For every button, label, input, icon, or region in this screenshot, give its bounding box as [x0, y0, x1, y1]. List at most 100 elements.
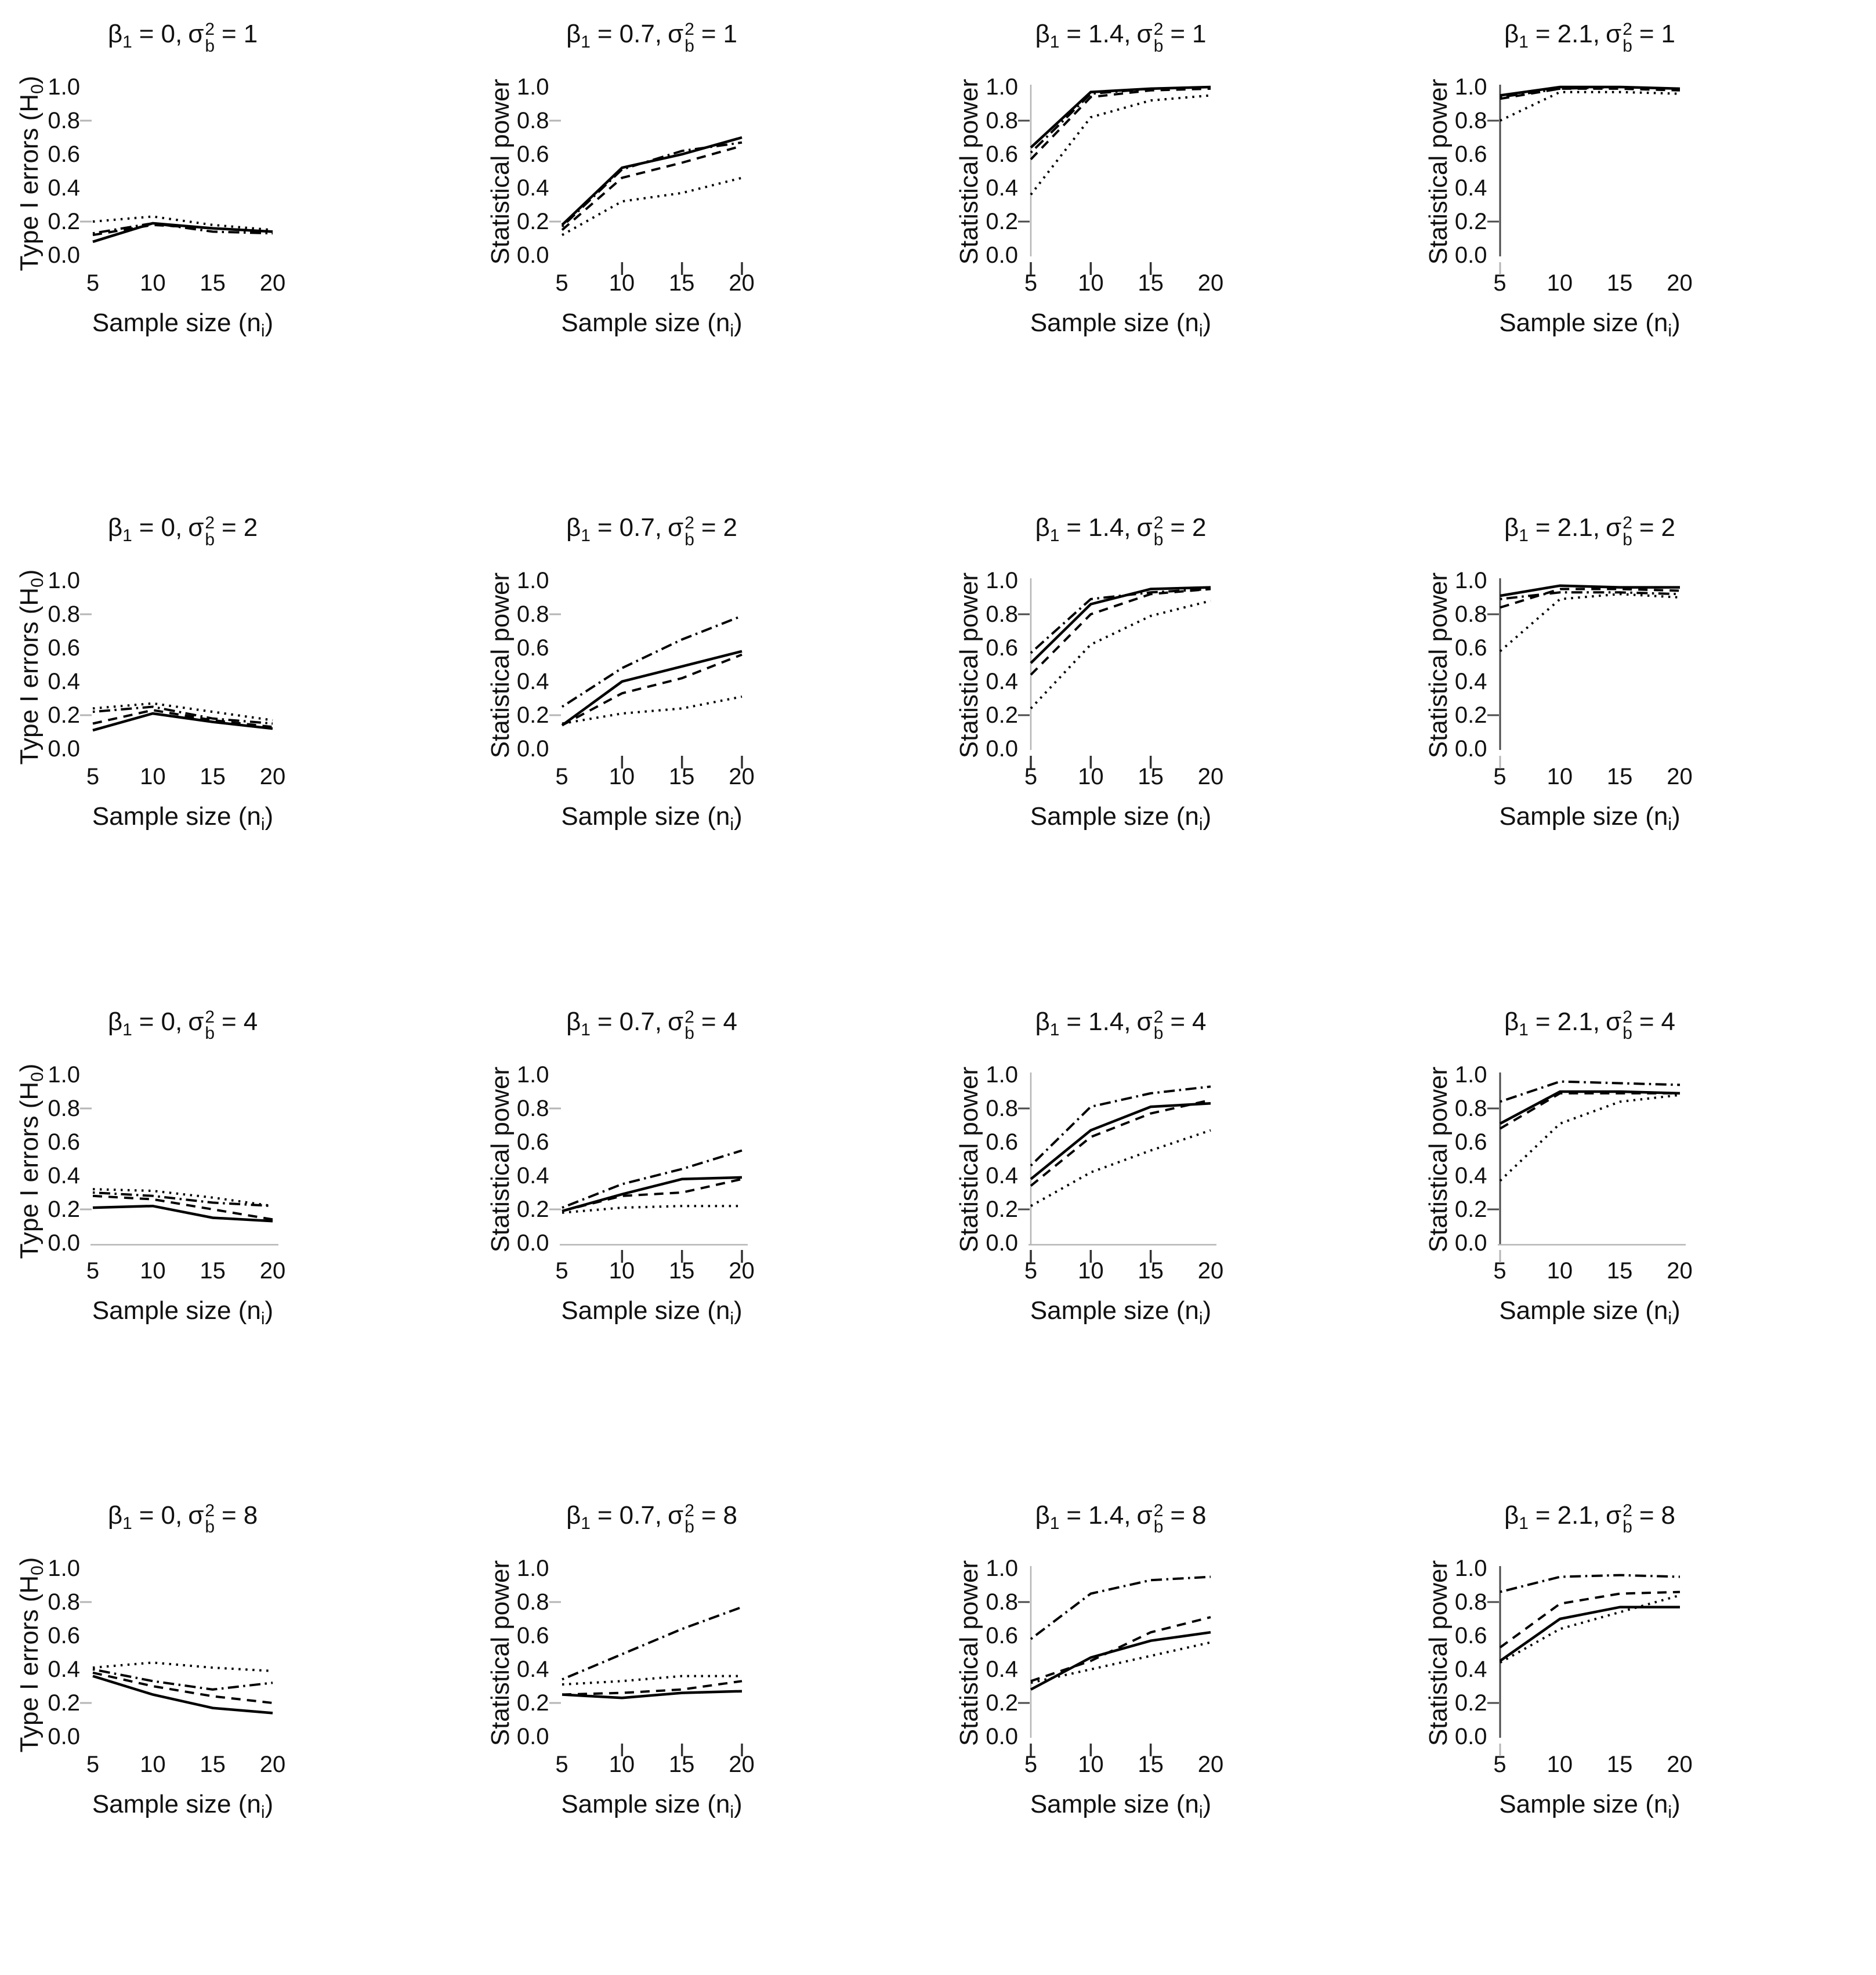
x-tick-label: 5: [1493, 1751, 1506, 1777]
sigma-superscript: 2: [205, 1501, 215, 1520]
sigma-b2-value: 1: [1661, 20, 1676, 48]
sigma-subscript: b: [685, 1024, 694, 1043]
series-line-dash-dot: [1499, 1080, 1680, 1103]
series-line-dash-dot: [561, 141, 742, 228]
subplot-title: β1 = 0, σ 2 b = 1: [0, 20, 365, 55]
beta-symbol: β: [1035, 1501, 1050, 1530]
beta1-value: 1.4: [1088, 1007, 1124, 1036]
y-tick-label: 0.8: [986, 601, 1018, 628]
series-line-dotted: [1499, 593, 1680, 653]
subplot-r2c1: β1 = 0, σ 2 b = 2 Type I errors (H0) 0.0 0.2 0.4 0.6…: [0, 494, 469, 987]
y-tick-label: 0.6: [986, 1129, 1018, 1155]
equals-sign: =: [1066, 20, 1082, 48]
subplot-r1c2: β1 = 0.7, σ 2 b = 1 Statistical power 0.0 0.2 0.4 0.…: [469, 0, 938, 494]
beta-symbol: β: [1035, 1007, 1050, 1036]
series-line-dash-dot: [1030, 1575, 1211, 1640]
x-tick-label: 5: [86, 764, 100, 790]
sigma-b2-value: 1: [1192, 20, 1207, 48]
sigma-b2-value: 4: [243, 1007, 258, 1036]
x-label-text-close: ): [1672, 1296, 1681, 1325]
y-tick-label: 0.4: [986, 1656, 1018, 1682]
series-line-dashed: [561, 653, 743, 727]
plot-canvas: [1487, 1072, 1686, 1263]
sigma-subscript: b: [205, 1024, 215, 1043]
series-line-solid: [560, 136, 743, 226]
beta-symbol: β: [1504, 1007, 1519, 1036]
sigma-b2-value: 4: [1192, 1007, 1207, 1036]
sigma-subscript: b: [1623, 530, 1632, 549]
series-line-dotted: [92, 215, 273, 231]
plot-canvas: [549, 119, 743, 275]
x-tick-label: 20: [1667, 1751, 1693, 1777]
beta-subscript: 1: [581, 526, 591, 546]
beta-symbol: β: [1035, 20, 1050, 48]
y-tick-label: 0.0: [48, 1230, 80, 1256]
y-tick-label: 1.0: [986, 568, 1018, 594]
y-tick-label: 0.0: [48, 1723, 80, 1749]
y-tick-label: 0.0: [986, 242, 1018, 268]
x-tick-label: 15: [200, 270, 226, 296]
sigma-symbol: σ: [668, 1007, 684, 1036]
y-tick-label: 1.0: [986, 74, 1018, 100]
beta-symbol: β: [566, 20, 581, 48]
y-tick-label: 0.0: [1454, 1723, 1487, 1749]
y-tick-label: 0.4: [516, 669, 549, 695]
series-line-solid: [1499, 1606, 1680, 1662]
sigma-symbol: σ: [188, 1501, 204, 1530]
series-line-dash-dot: [1500, 85, 1680, 99]
sigma-superscript: 2: [205, 1007, 215, 1027]
sigma-superscript: 2: [685, 20, 694, 39]
beta-subscript: 1: [122, 32, 132, 52]
subplot-title: β1 = 0, σ 2 b = 8: [0, 1501, 365, 1536]
series-line-dotted: [92, 1661, 273, 1672]
y-tick-label: 0.6: [516, 1622, 549, 1648]
beta1-value: 1.4: [1088, 20, 1124, 48]
x-label-subscript: i: [730, 1802, 734, 1822]
equals-sign: =: [1170, 513, 1186, 542]
x-tick-label: 5: [1493, 1258, 1506, 1284]
sigma-symbol: σ: [668, 513, 684, 542]
subplot-r4c1: β1 = 0, σ 2 b = 8 Type I errors (H0) 0.0 0.2 0.4 0.6…: [0, 1481, 469, 1975]
x-tick-label: 15: [1606, 1751, 1633, 1777]
plot-canvas: [80, 119, 273, 243]
y-tick-label: 0.4: [48, 669, 80, 695]
x-label-text: Sample size (n: [561, 309, 730, 337]
x-tick-label: 5: [1024, 1751, 1038, 1777]
y-tick-label: 0.4: [986, 1162, 1018, 1188]
beta-symbol: β: [107, 20, 123, 48]
equals-sign: =: [1170, 1501, 1186, 1530]
x-label-text: Sample size (n: [1030, 1789, 1199, 1818]
x-label-text-close: ): [1672, 802, 1681, 831]
subplot-r3c4: β1 = 2.1, σ 2 b = 4 Statistical power 0.0 0.2 0.4 0.…: [1407, 988, 1876, 1481]
equals-sign: =: [139, 1007, 154, 1036]
beta-symbol: β: [1504, 20, 1519, 48]
sigma-subscript: b: [1623, 1517, 1632, 1537]
y-tick-label: 0.6: [986, 142, 1018, 167]
y-tick-label: 0.4: [516, 175, 549, 201]
sigma-superscript: 2: [685, 513, 694, 533]
series-line-dashed: [1030, 87, 1211, 161]
sigma-b2-value: 2: [243, 513, 258, 542]
sigma-symbol: σ: [188, 20, 204, 48]
equals-sign: =: [701, 1501, 716, 1530]
beta-symbol: β: [566, 1007, 581, 1036]
comma-separator: ,: [1124, 1501, 1131, 1530]
series-line-dash-dot: [1030, 1085, 1211, 1166]
equals-sign: =: [1066, 513, 1082, 542]
x-tick-label: 10: [140, 1751, 166, 1777]
y-tick-label: 0.4: [1454, 1656, 1487, 1682]
x-tick-label: 5: [1024, 764, 1038, 790]
beta-subscript: 1: [1519, 1020, 1529, 1039]
x-tick-label: 5: [1024, 270, 1038, 296]
sigma-b2-value: 4: [723, 1007, 738, 1036]
series-line-dotted: [1499, 90, 1680, 122]
sigma-superscript: 2: [685, 1501, 694, 1520]
